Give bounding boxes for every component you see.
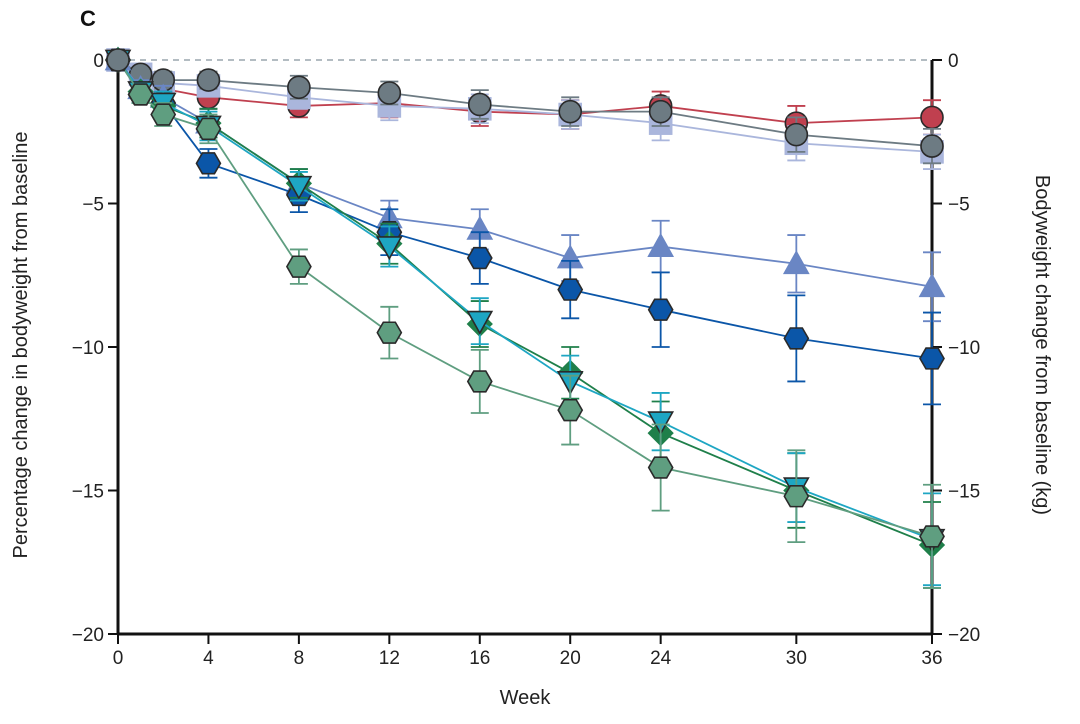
data-point	[647, 456, 674, 479]
data-point	[467, 92, 492, 117]
series-line	[117, 59, 933, 541]
error-bars	[131, 84, 941, 589]
x-ticks: 0 4 8 12 16 20 24 30 36	[113, 634, 943, 669]
x-tick-label: 0	[113, 648, 124, 669]
data-point	[287, 75, 311, 100]
data-point	[782, 250, 810, 275]
markers	[105, 48, 945, 548]
markers	[106, 48, 944, 158]
right-y-ticks: 0 −5 −10 −15 −20	[932, 51, 980, 646]
error-bars	[131, 70, 941, 142]
data-point	[647, 298, 674, 321]
data-point	[557, 278, 584, 301]
data-point	[196, 68, 221, 92]
markers	[106, 48, 944, 164]
data-point	[375, 236, 403, 261]
left-y-tick-label: −10	[72, 338, 104, 359]
error-bars	[131, 79, 941, 323]
data-point	[285, 255, 312, 278]
series-line	[117, 59, 933, 288]
right-y-tick-label: −10	[948, 338, 980, 359]
series-3	[106, 48, 944, 165]
right-y-tick-label: −15	[948, 482, 980, 503]
data-point	[377, 81, 402, 105]
series-line	[117, 59, 933, 147]
series-1	[106, 48, 944, 142]
left-y-tick-label: 0	[93, 51, 104, 72]
left-y-tick-label: −20	[72, 625, 104, 646]
data-point	[466, 310, 494, 335]
x-tick-label: 20	[560, 648, 581, 669]
data-point	[648, 99, 673, 124]
x-tick-label: 16	[469, 648, 490, 669]
x-tick-label: 30	[786, 648, 807, 669]
left-y-ticks: 0 −5 −10 −15 −20	[72, 51, 118, 646]
x-tick-label: 36	[921, 648, 942, 669]
markers	[105, 48, 945, 370]
data-point	[920, 105, 944, 130]
data-point	[127, 83, 154, 106]
baseline-point	[106, 48, 130, 72]
data-point	[466, 246, 493, 270]
x-tick-label: 8	[294, 648, 305, 669]
data-point	[783, 327, 810, 350]
right-y-axis-title: Bodyweight change from baseline (kg)	[1031, 175, 1053, 515]
series-2	[106, 48, 944, 170]
x-tick-label: 24	[650, 648, 672, 669]
right-y-tick-label: 0	[948, 51, 959, 72]
series-7	[104, 49, 946, 587]
series-line	[117, 59, 933, 538]
x-tick-label: 12	[379, 648, 400, 669]
data-point	[195, 152, 222, 175]
data-point	[647, 411, 675, 436]
x-axis-title: Week	[500, 687, 552, 709]
data-point	[919, 347, 945, 370]
panel-label: C	[80, 6, 96, 31]
series-line	[117, 59, 933, 153]
series-line	[117, 59, 933, 546]
series-line	[117, 59, 933, 125]
data-point	[784, 122, 809, 147]
data-point	[557, 398, 584, 422]
data-point	[195, 117, 222, 141]
error-bars	[131, 84, 941, 406]
right-y-tick-label: −5	[948, 195, 970, 216]
series-8	[105, 48, 945, 589]
series-line	[117, 59, 933, 360]
left-y-tick-label: −15	[72, 482, 104, 503]
x-tick-label: 4	[203, 648, 214, 669]
markers	[104, 46, 946, 559]
data-point	[647, 232, 675, 257]
data-point	[558, 99, 583, 124]
left-y-tick-label: −5	[82, 195, 104, 216]
series-6	[104, 46, 946, 589]
series-layer	[104, 46, 946, 589]
data-point	[918, 273, 946, 298]
data-point	[285, 175, 313, 200]
markers	[104, 49, 946, 553]
left-y-axis-title: Percentage change in bodyweight from bas…	[10, 132, 32, 559]
right-y-tick-label: −20	[948, 625, 980, 646]
data-point	[919, 525, 945, 548]
data-point	[150, 103, 177, 126]
data-point	[783, 485, 810, 508]
data-point	[376, 321, 403, 344]
data-point	[466, 370, 493, 393]
error-bars	[131, 82, 941, 589]
data-point	[920, 134, 944, 158]
error-bars	[131, 82, 941, 587]
